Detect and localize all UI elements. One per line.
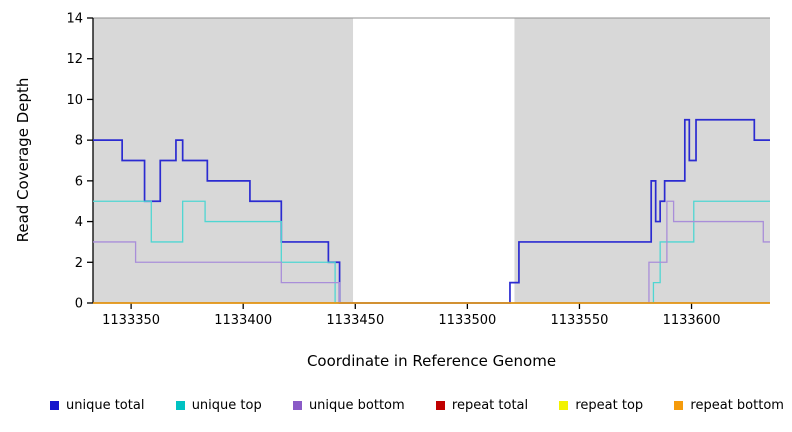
- y-axis-tick-label: 12: [66, 52, 83, 67]
- legend-label: repeat bottom: [690, 398, 784, 413]
- legend-item-unique-bottom: unique bottom: [292, 398, 405, 413]
- legend-label: unique top: [191, 398, 262, 413]
- x-axis-tick-label: 1133350: [102, 313, 160, 328]
- series-unique-bottom: [93, 200, 770, 304]
- y-axis-tick-label: 8: [75, 134, 83, 149]
- y-axis-tick-label: 6: [75, 174, 83, 189]
- legend-label: repeat top: [575, 398, 644, 413]
- legend-swatch-unique-bottom: [292, 401, 302, 410]
- legend-label: repeat total: [451, 398, 529, 413]
- y-axis-label: Read Coverage Depth: [14, 77, 32, 243]
- x-axis-tick-label: 1133450: [326, 313, 384, 328]
- legend-item-repeat-total: repeat total: [435, 398, 529, 413]
- legend-swatch-unique-total: [50, 401, 59, 410]
- y-axis-tick-label: 4: [75, 215, 83, 230]
- shaded-region: [514, 18, 770, 303]
- legend: unique total unique top unique bottom repea…: [50, 398, 784, 413]
- coverage-plot: 0 2 4 6 8 10 12 14 1133350 1133400 1133450 1133500 1…: [66, 12, 770, 328]
- legend-swatch-repeat-bottom: [674, 401, 684, 410]
- legend-swatch-repeat-top: [559, 401, 569, 410]
- legend-label: unique bottom: [308, 398, 405, 413]
- x-axis-tick-label: 1133600: [663, 313, 721, 328]
- series-unique-top: [93, 200, 770, 304]
- y-axis-tick-label: 0: [75, 297, 83, 312]
- legend-item-repeat-bottom: repeat bottom: [674, 398, 784, 413]
- y-axis-tick-label: 14: [66, 12, 83, 27]
- legend-item-repeat-top: repeat top: [559, 398, 643, 413]
- legend-swatch-unique-top: [175, 401, 185, 410]
- x-axis-tick-label: 1133500: [438, 313, 496, 328]
- y-axis-tick-label: 2: [75, 256, 83, 271]
- y-axis-tick-label: 10: [66, 93, 83, 108]
- legend-item-unique-top: unique top: [175, 398, 262, 413]
- legend-item-unique-total: unique total: [50, 398, 144, 413]
- legend-swatch-repeat-total: [435, 401, 445, 410]
- x-axis-tick-label: 1133400: [214, 313, 272, 328]
- x-axis-tick-label: 1133550: [551, 313, 609, 328]
- x-axis-label: Coordinate in Reference Genome: [306, 352, 557, 370]
- legend-label: unique total: [66, 398, 145, 413]
